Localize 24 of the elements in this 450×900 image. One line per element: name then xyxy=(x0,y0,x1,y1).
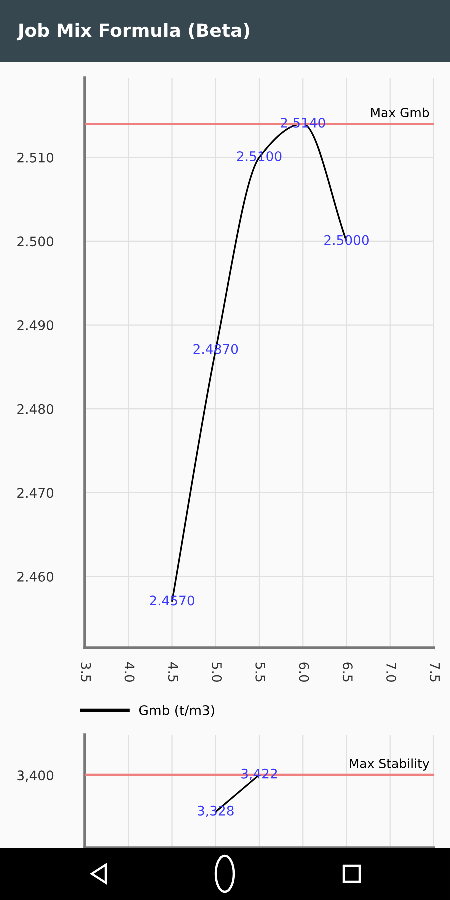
x-tick-label: 4.0 xyxy=(124,662,135,682)
ref-line-label: Max Stability xyxy=(350,758,430,771)
data-label: 3,328 xyxy=(198,806,234,818)
x-tick-label: 3.5 xyxy=(81,662,92,682)
x-tick-label: 7.0 xyxy=(386,662,397,682)
x-tick-label: 4.5 xyxy=(168,662,178,682)
y-tick-label: 2.510 xyxy=(18,152,54,163)
text: 3,400 xyxy=(18,770,54,782)
data-label: 2.5000 xyxy=(324,235,369,246)
y-tick-label: 2.470 xyxy=(18,488,54,498)
legend-label: Gmb (t/m3) xyxy=(139,705,214,717)
ref-line-label: Max Gmb xyxy=(371,108,430,118)
x-tick-label: 7.5 xyxy=(430,662,440,682)
x-tick-label: 5.5 xyxy=(256,662,266,682)
y-tick-label: 2.480 xyxy=(18,404,54,414)
x-tick-label: 6.5 xyxy=(342,662,353,682)
y-tick-label: 2.460 xyxy=(18,572,54,582)
data-label: 3,422 xyxy=(242,768,278,780)
data-label: 2.4570 xyxy=(150,596,194,606)
x-tick-label: 5.0 xyxy=(212,662,222,682)
y-tick-label: 2.490 xyxy=(18,320,54,330)
y-tick-label: 2.500 xyxy=(18,236,54,247)
chart-title: Job Mix Formula (Beta) xyxy=(16,23,250,41)
x-tick-label: 6.0 xyxy=(299,662,310,682)
